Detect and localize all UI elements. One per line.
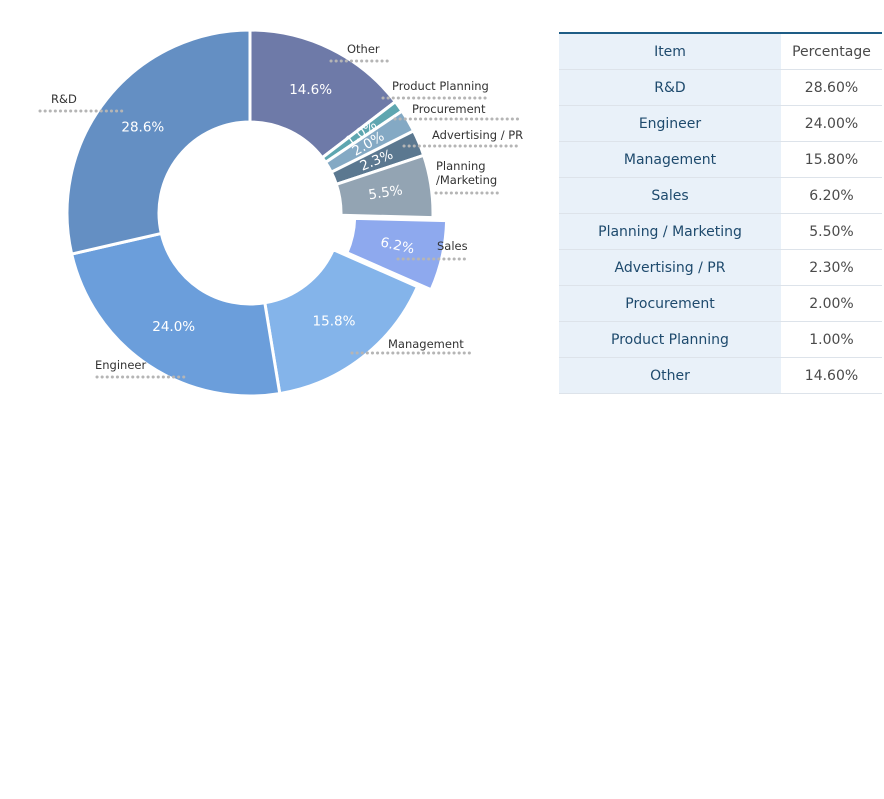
table-row: Management 15.80% — [559, 141, 882, 178]
row-item: Product Planning — [559, 321, 781, 358]
table-row: Sales 6.20% — [559, 177, 882, 214]
table-row: Other 14.60% — [559, 357, 882, 394]
row-percentage: 24.00% — [781, 105, 882, 142]
row-percentage: 2.00% — [781, 285, 882, 322]
row-percentage: 5.50% — [781, 213, 882, 250]
row-percentage: 28.60% — [781, 69, 882, 106]
row-percentage: 6.20% — [781, 177, 882, 214]
slice-value-label-engineer: 24.0% — [152, 319, 195, 335]
table-row: Product Planning 1.00% — [559, 321, 882, 358]
row-item: R&D — [559, 69, 781, 106]
header-percentage: Percentage — [781, 33, 882, 70]
category-label-other: Other — [347, 42, 380, 56]
row-item: Planning / Marketing — [559, 213, 781, 250]
category-label-engineer: Engineer — [95, 358, 146, 372]
category-label-procurement: Procurement — [412, 102, 486, 116]
slice-value-label-other: 14.6% — [289, 82, 332, 98]
slice-planning-marketing — [334, 153, 435, 220]
category-label-advertising-pr: Advertising / PR — [432, 128, 523, 142]
row-item: Sales — [559, 177, 781, 214]
slice-value-label-management: 15.8% — [313, 313, 356, 329]
table-header-row: Item Percentage — [559, 33, 882, 70]
row-percentage: 1.00% — [781, 321, 882, 358]
slice-value-label-sales: 6.2% — [379, 234, 416, 257]
slice-sales — [344, 216, 449, 292]
slice-r-d — [65, 28, 252, 256]
category-label-planning-marketing: Planning/Marketing — [436, 159, 497, 187]
slice-value-label-r-d: 28.6% — [121, 120, 164, 136]
row-item: Advertising / PR — [559, 249, 781, 286]
table-row: R&D 28.60% — [559, 69, 882, 106]
row-item: Management — [559, 141, 781, 178]
table-row: Planning / Marketing 5.50% — [559, 213, 882, 250]
row-item: Other — [559, 357, 781, 394]
row-percentage: 14.60% — [781, 357, 882, 394]
row-percentage: 2.30% — [781, 249, 882, 286]
row-percentage: 15.80% — [781, 141, 882, 178]
category-label-management: Management — [388, 337, 464, 351]
category-label-sales: Sales — [437, 239, 468, 253]
slice-management — [263, 247, 420, 396]
table-row: Engineer 24.00% — [559, 105, 882, 142]
header-item: Item — [559, 33, 781, 70]
slice-engineer — [69, 231, 282, 398]
category-label-r-d: R&D — [51, 92, 77, 106]
percentage-table: Item Percentage R&D 28.60% Engineer 24.0… — [559, 32, 882, 394]
slice-value-label-planning-marketing: 5.5% — [367, 182, 403, 203]
table-row: Procurement 2.00% — [559, 285, 882, 322]
row-item: Engineer — [559, 105, 781, 142]
category-label-product-planning: Product Planning — [392, 79, 489, 93]
donut-chart: 14.6% Other 1.0% Product Planning 2.0% Procur… — [0, 0, 550, 420]
table-row: Advertising / PR 2.30% — [559, 249, 882, 286]
row-item: Procurement — [559, 285, 781, 322]
